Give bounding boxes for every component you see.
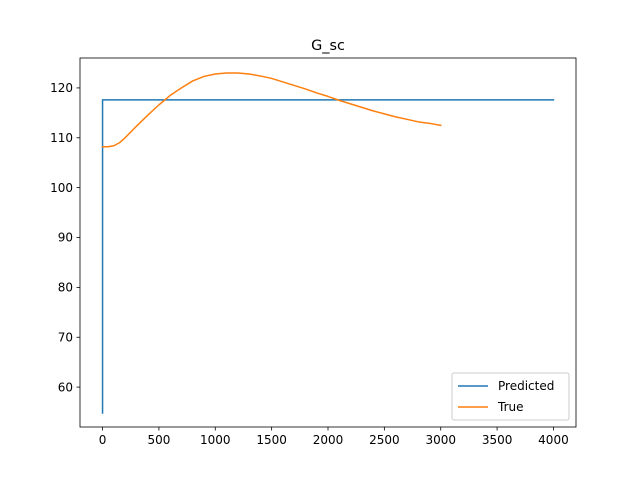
- legend-label-true: True: [497, 400, 524, 414]
- series-line-predicted: [101, 99, 555, 414]
- y-tick-label: 70: [58, 330, 73, 344]
- x-tick-label: 500: [147, 433, 170, 447]
- series-line-true: [101, 72, 442, 148]
- x-tick-label: 3500: [482, 433, 513, 447]
- x-tick-label: 1500: [256, 433, 287, 447]
- y-axis: 60 70 80 90 100 110 120: [50, 81, 80, 394]
- x-tick-label: 2500: [369, 433, 400, 447]
- x-tick-label: 4000: [538, 433, 569, 447]
- x-tick-label: 0: [99, 433, 107, 447]
- x-tick-label: 3000: [425, 433, 456, 447]
- y-tick-label: 110: [50, 131, 73, 145]
- plot-area: [80, 58, 576, 427]
- legend-box: [451, 372, 570, 421]
- legend-label-predicted: Predicted: [498, 379, 554, 393]
- legend: Predicted True: [451, 372, 570, 421]
- y-tick-label: 60: [58, 380, 73, 394]
- x-axis: 0 500 1000 1500 2000 2500 3000 3500 4000: [99, 427, 569, 447]
- x-tick-label: 2000: [313, 433, 344, 447]
- y-tick-label: 100: [50, 181, 73, 195]
- chart-title: G_sc: [311, 38, 345, 54]
- series-lines: [101, 72, 555, 414]
- x-tick-label: 1000: [200, 433, 231, 447]
- y-tick-label: 90: [58, 231, 73, 245]
- y-tick-label: 120: [50, 81, 73, 95]
- y-tick-label: 80: [58, 281, 73, 295]
